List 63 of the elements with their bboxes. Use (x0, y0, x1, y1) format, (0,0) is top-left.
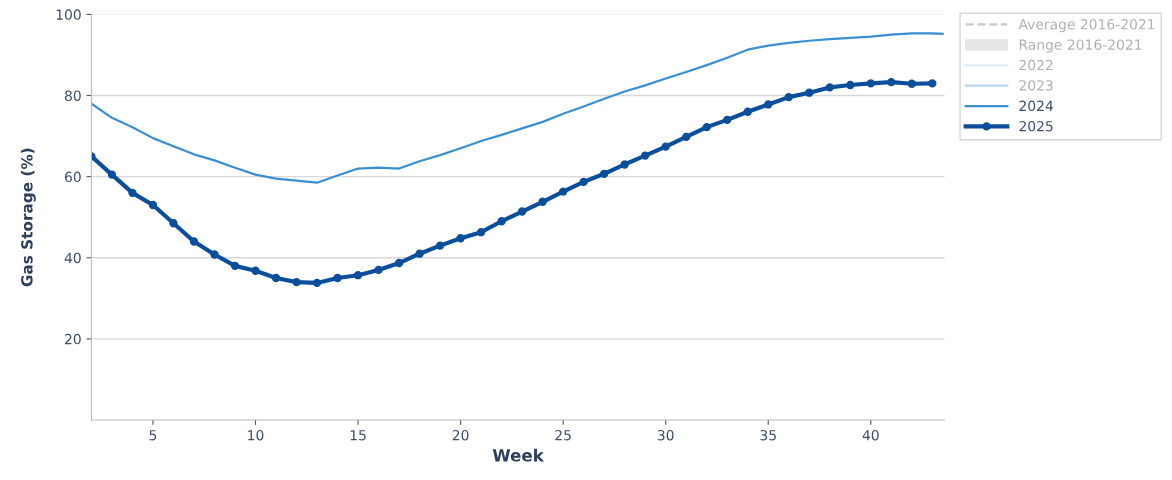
point (661, 142, 670, 151)
legend-label: 2025 (1019, 120, 1053, 132)
point (599, 169, 609, 178)
line-series (91, 32, 944, 184)
legend-label: Range 2016-2021 (1019, 39, 1142, 53)
point (764, 100, 773, 109)
point (107, 170, 117, 179)
point (538, 197, 547, 206)
point (702, 122, 711, 132)
point (743, 107, 752, 116)
point (271, 273, 281, 283)
point (784, 92, 793, 102)
point (394, 258, 404, 268)
point (866, 79, 875, 88)
point (353, 271, 363, 280)
point (682, 132, 691, 142)
x-tick-label: 35 (760, 429, 776, 441)
point (333, 273, 342, 283)
point (928, 79, 937, 88)
x-tick-label: 20 (452, 429, 469, 441)
point (415, 249, 424, 258)
x-tick-label: 25 (555, 429, 571, 441)
legend-label: 2023 (1019, 80, 1053, 91)
point (312, 278, 322, 288)
x-tick-label: 5 (149, 430, 157, 441)
point (558, 187, 568, 196)
y-tick-label: 80 (64, 90, 81, 101)
y-tick-label: 20 (65, 333, 81, 345)
x-axis-title: Week (492, 448, 545, 462)
x-tick-label: 15 (350, 430, 366, 441)
point (497, 217, 506, 226)
x-tick-label: 10 (248, 429, 264, 441)
point (251, 266, 260, 275)
y-tick-label: 100 (56, 9, 81, 20)
point (374, 265, 383, 275)
point (620, 160, 629, 169)
point (641, 151, 650, 160)
point (292, 277, 301, 287)
point (210, 250, 219, 259)
point (846, 80, 855, 90)
point (128, 188, 137, 198)
point (887, 77, 896, 87)
point (435, 241, 445, 250)
y-tick-label: 40 (64, 252, 81, 264)
point (825, 83, 834, 92)
point (805, 88, 814, 97)
point (579, 177, 588, 187)
point (907, 79, 916, 88)
point (723, 115, 732, 125)
point (169, 219, 178, 228)
x-tick-label: 30 (657, 429, 674, 441)
point (148, 200, 158, 210)
point (517, 207, 527, 216)
y-axis-title: Gas Storage (%) (20, 148, 36, 287)
point (230, 261, 240, 271)
legend-label: Average 2016-2021 (1018, 19, 1155, 33)
legend-label: 2022 (1019, 59, 1053, 71)
x-tick-label: 40 (862, 429, 879, 441)
point (189, 237, 199, 246)
y-tick-label: 60 (64, 171, 81, 183)
point (456, 234, 465, 243)
point (476, 228, 486, 237)
legend-label: 2024 (1019, 100, 1054, 112)
